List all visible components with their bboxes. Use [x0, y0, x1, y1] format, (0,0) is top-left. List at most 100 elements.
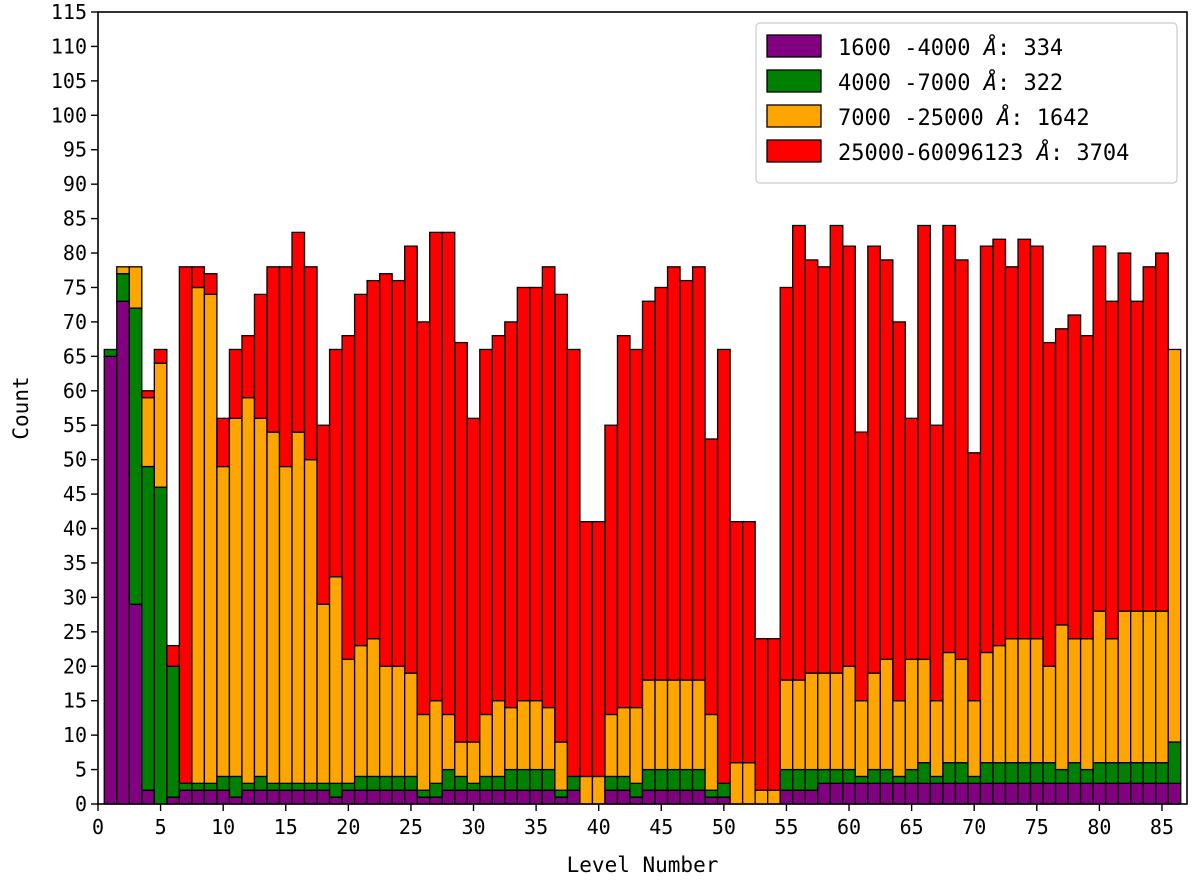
bar-level-62-series-4 — [867, 245, 881, 674]
x-tick-label: 25 — [399, 815, 423, 839]
bar-level-45-series-1 — [654, 789, 669, 805]
bar-level-14-series-1 — [266, 789, 281, 805]
x-tick-label: 30 — [461, 815, 485, 839]
bar-level-50-series-4 — [716, 348, 731, 784]
bar-level-63-series-3 — [879, 658, 894, 771]
y-axis: 0 5 10 15 20 25 30 35 40 45 50 55 60 65 70 75 80 85 90 95 10… — [51, 0, 98, 816]
bar-level-49-series-4 — [704, 438, 719, 716]
bar-level-15-series-3 — [278, 465, 293, 784]
bar-level-68-series-2 — [942, 762, 957, 784]
y-tick-label: 55 — [63, 413, 87, 437]
bar-level-81-series-1 — [1104, 782, 1119, 805]
bar-level-57-series-1 — [804, 789, 819, 805]
bar-level-47-series-4 — [679, 279, 694, 681]
bar-level-18-series-2 — [316, 782, 331, 791]
bar-level-75-series-3 — [1029, 638, 1044, 764]
legend-label-1: 1600 -4000 Å: 334 — [838, 34, 1063, 61]
bar-level-42-series-2 — [616, 775, 631, 791]
bar-level-16-series-2 — [291, 782, 306, 791]
bar-level-76-series-2 — [1042, 762, 1057, 784]
bar-level-78-series-1 — [1067, 782, 1082, 805]
bar-level-80-series-4 — [1092, 245, 1107, 612]
bar-level-31-series-4 — [479, 348, 493, 716]
y-tick-label: 40 — [63, 517, 87, 541]
bars-layer — [103, 224, 1182, 805]
x-axis-label: Level Number — [567, 853, 719, 877]
bar-level-13-series-4 — [253, 293, 268, 419]
bar-level-21-series-1 — [353, 789, 368, 805]
bar-level-56-series-1 — [792, 789, 806, 805]
x-tick-label: 0 — [92, 815, 104, 839]
x-tick-label: 70 — [962, 815, 986, 839]
bar-level-28-series-4 — [441, 231, 456, 716]
bar-level-13-series-1 — [253, 789, 268, 805]
y-tick-label: 35 — [63, 551, 87, 575]
bar-level-67-series-1 — [929, 782, 944, 805]
bar-level-2-series-1 — [116, 300, 130, 805]
bar-level-64-series-2 — [892, 775, 907, 784]
bar-level-32-series-3 — [491, 700, 506, 778]
bar-level-59-series-2 — [829, 768, 844, 784]
y-tick-label: 110 — [51, 34, 87, 58]
bar-level-61-series-2 — [854, 775, 869, 784]
bar-level-43-series-3 — [629, 706, 644, 784]
bar-level-80-series-2 — [1092, 762, 1107, 784]
bar-level-7-series-2 — [178, 782, 193, 791]
bar-level-3-series-1 — [128, 603, 143, 805]
y-tick-label: 105 — [51, 69, 87, 93]
bar-level-71-series-3 — [979, 651, 994, 764]
bar-level-61-series-4 — [854, 431, 869, 702]
bar-level-58-series-2 — [817, 768, 831, 784]
y-tick-label: 70 — [63, 310, 87, 334]
bar-level-36-series-4 — [541, 266, 556, 709]
bar-level-23-series-3 — [378, 665, 393, 778]
y-tick-label: 0 — [75, 792, 87, 816]
legend: 1600 -4000 Å: 334 4000 -7000 Å: 322 7000 -… — [755, 22, 1178, 184]
bar-level-66-series-3 — [917, 658, 932, 764]
bar-level-84-series-4 — [1142, 266, 1157, 612]
bar-level-29-series-2 — [454, 775, 468, 791]
bar-level-79-series-4 — [1079, 335, 1094, 640]
bar-level-50-series-1 — [716, 796, 731, 805]
bar-level-43-series-1 — [629, 796, 644, 805]
bar-level-18-series-4 — [316, 424, 331, 605]
x-tick-label: 60 — [837, 815, 861, 839]
bar-level-67-series-2 — [929, 775, 944, 784]
bar-level-84-series-2 — [1142, 762, 1157, 784]
bar-level-78-series-2 — [1067, 762, 1082, 784]
bar-level-34-series-3 — [516, 700, 531, 771]
bar-level-11-series-4 — [228, 348, 243, 419]
bar-level-22-series-2 — [366, 775, 381, 791]
bar-level-74-series-2 — [1017, 762, 1032, 784]
bar-level-83-series-4 — [1130, 300, 1144, 612]
bar-level-4-series-3 — [141, 397, 155, 468]
bar-level-8-series-4 — [191, 266, 206, 289]
bar-level-71-series-4 — [979, 245, 994, 654]
bar-level-65-series-2 — [904, 768, 919, 784]
bar-level-69-series-1 — [954, 782, 969, 805]
bar-level-9-series-1 — [203, 789, 218, 805]
bar-level-7-series-1 — [178, 789, 193, 805]
bar-level-82-series-2 — [1117, 762, 1132, 784]
x-tick-label: 5 — [155, 815, 167, 839]
bar-level-77-series-4 — [1054, 328, 1069, 626]
bar-level-60-series-4 — [842, 245, 856, 667]
bar-level-10-series-3 — [216, 465, 231, 778]
bar-level-11-series-2 — [228, 775, 243, 798]
bar-level-60-series-2 — [842, 768, 856, 784]
bar-level-4-series-1 — [141, 789, 155, 805]
bar-level-14-series-4 — [266, 266, 281, 433]
bar-level-73-series-2 — [1004, 762, 1019, 784]
bar-level-26-series-4 — [416, 321, 431, 716]
bar-level-8-series-2 — [191, 782, 206, 791]
bar-level-69-series-4 — [954, 259, 969, 661]
bar-level-82-series-1 — [1117, 782, 1132, 805]
bar-level-18-series-1 — [316, 789, 331, 805]
bar-level-43-series-2 — [629, 782, 644, 798]
bar-level-41-series-4 — [604, 424, 619, 716]
bar-level-15-series-4 — [278, 266, 293, 468]
bar-level-46-series-4 — [666, 266, 681, 681]
bar-level-17-series-3 — [303, 459, 318, 784]
bar-level-45-series-3 — [654, 679, 669, 771]
bar-level-47-series-1 — [679, 789, 694, 805]
